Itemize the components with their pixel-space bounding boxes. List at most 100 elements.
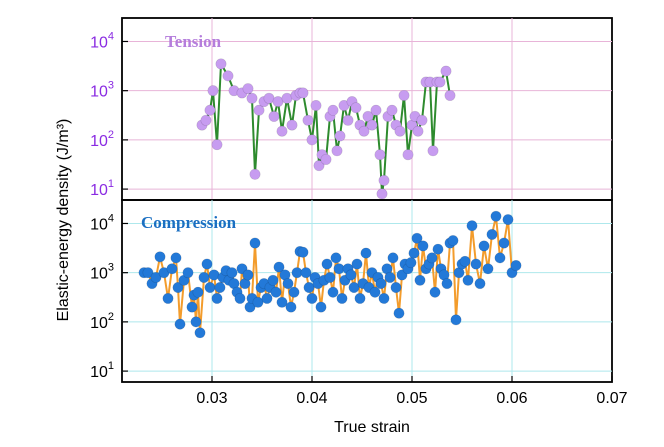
data-point <box>466 220 478 232</box>
data-point <box>190 316 202 328</box>
data-point <box>450 314 462 326</box>
data-point <box>246 92 258 104</box>
data-point <box>411 232 423 244</box>
y-axis-title: Elastic-energy density (J/m³) <box>55 119 72 322</box>
data-point <box>324 271 336 283</box>
data-point <box>310 99 322 111</box>
data-point <box>302 114 314 126</box>
data-point <box>398 89 410 101</box>
y-tick-label: 104 <box>90 212 114 233</box>
data-point <box>502 214 514 226</box>
data-point <box>327 286 339 298</box>
data-point <box>336 292 348 304</box>
x-axis: 0.03 0.04 0.05 0.06 0.07 <box>196 376 628 407</box>
data-point <box>242 269 254 281</box>
data-point <box>300 267 312 279</box>
data-point <box>162 292 174 304</box>
data-point <box>394 125 406 137</box>
chart-tension: 101 102 103 104 Tension <box>90 17 613 201</box>
data-point <box>242 83 254 95</box>
data-point <box>320 153 332 165</box>
data-point <box>222 70 234 82</box>
data-point <box>334 130 346 142</box>
x-tick-label: 0.07 <box>596 390 627 407</box>
data-point <box>429 286 441 298</box>
data-point <box>297 246 309 258</box>
data-point <box>510 259 522 271</box>
data-point <box>414 274 426 286</box>
data-point <box>470 258 482 270</box>
data-point <box>207 85 219 97</box>
data-point <box>486 228 498 240</box>
y-ticks: 101 102 103 104 <box>90 30 128 199</box>
panel-label-tension: Tension <box>165 32 222 51</box>
data-point <box>426 252 438 264</box>
data-point <box>166 263 178 275</box>
data-point <box>315 301 327 313</box>
data-point <box>276 125 288 137</box>
data-point <box>154 251 166 263</box>
data-point <box>174 318 186 330</box>
data-point <box>200 114 212 126</box>
data-point <box>252 296 264 308</box>
data-point <box>370 104 382 116</box>
data-point <box>387 252 399 264</box>
data-point <box>327 104 339 116</box>
data-point <box>331 145 343 157</box>
data-point <box>402 149 414 161</box>
data-point <box>273 261 285 273</box>
data-point <box>249 237 261 249</box>
data-point <box>204 281 216 293</box>
data-point <box>204 104 216 116</box>
data-point <box>375 278 387 290</box>
data-point <box>482 263 494 275</box>
data-point <box>170 252 182 264</box>
data-point <box>441 278 453 290</box>
data-point <box>192 286 204 298</box>
data-point <box>351 258 363 270</box>
data-point <box>490 210 502 222</box>
data-point <box>405 257 417 269</box>
data-point <box>226 267 238 279</box>
data-point <box>142 267 154 279</box>
data-point <box>306 134 318 146</box>
data-point <box>358 125 370 137</box>
data-point <box>286 119 298 131</box>
y-tick-label: 103 <box>90 80 114 101</box>
y-tick-label: 102 <box>90 311 114 332</box>
data-point <box>306 292 318 304</box>
data-point <box>330 252 342 264</box>
data-point <box>432 243 444 255</box>
data-point <box>459 255 471 267</box>
y-ticks: 101 102 103 104 <box>90 212 128 381</box>
data-point <box>494 252 506 264</box>
data-point <box>182 267 194 279</box>
panel-label-compression: Compression <box>141 213 237 232</box>
data-point <box>186 301 198 313</box>
data-point <box>374 149 386 161</box>
data-point <box>362 110 374 122</box>
data-point <box>303 281 315 293</box>
data-point <box>194 327 206 339</box>
data-point <box>345 269 357 281</box>
data-point <box>393 307 405 319</box>
data-point <box>313 160 325 172</box>
data-point <box>378 174 390 186</box>
data-point <box>342 114 354 126</box>
data-point <box>198 271 210 283</box>
data-point <box>288 286 300 298</box>
data-point <box>214 281 226 293</box>
data-points <box>196 58 456 200</box>
y-tick-label: 103 <box>90 262 114 283</box>
data-point <box>234 292 246 304</box>
panel-frame <box>121 199 613 383</box>
data-point <box>416 114 428 126</box>
data-point <box>172 281 184 293</box>
data-point <box>211 292 223 304</box>
data-point <box>478 240 490 252</box>
data-point <box>376 188 388 200</box>
data-point <box>417 240 429 252</box>
grid-lines <box>122 18 612 200</box>
data-point <box>321 258 333 270</box>
